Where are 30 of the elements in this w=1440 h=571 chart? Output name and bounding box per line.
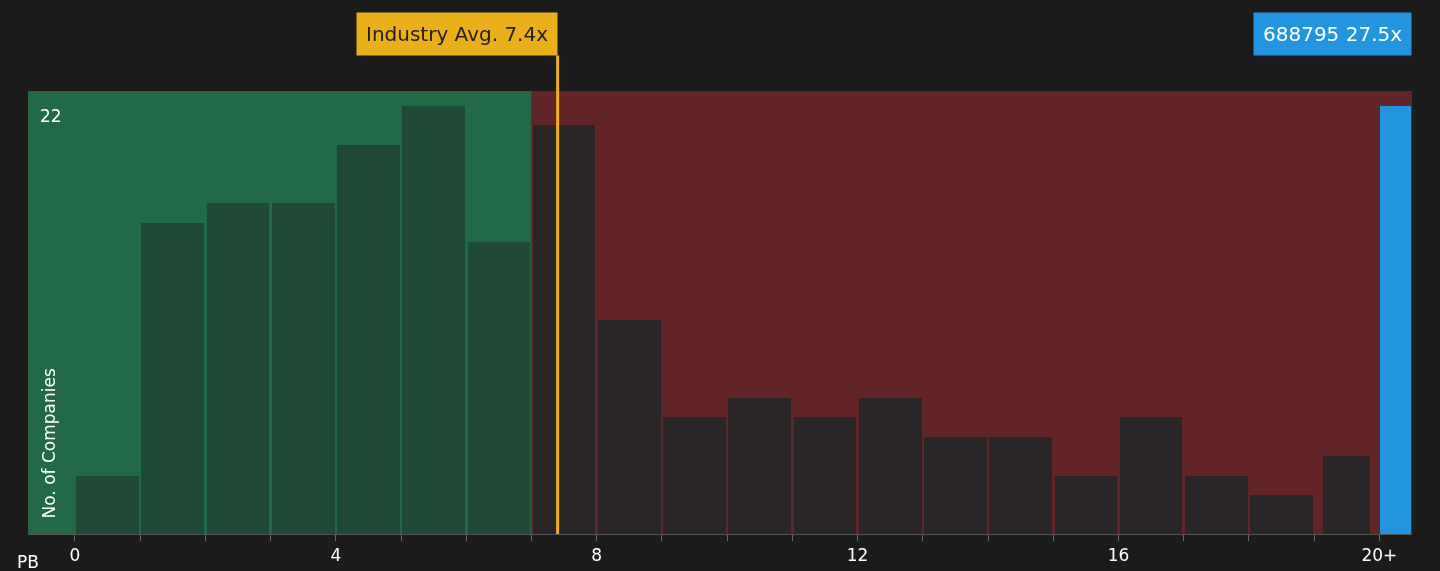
annotation: 22 — [40, 106, 62, 126]
bar — [1250, 495, 1313, 534]
bar — [663, 417, 726, 534]
bar — [532, 125, 596, 534]
bar — [1119, 417, 1183, 534]
x-tick-label: 8 — [591, 545, 603, 566]
bar — [402, 105, 465, 534]
bar — [1185, 475, 1248, 534]
bar — [206, 203, 270, 534]
bar — [989, 436, 1052, 534]
bar — [728, 397, 792, 534]
text: 688795 27.5x — [1263, 22, 1403, 46]
bar — [467, 242, 531, 534]
x-tick-label: 12 — [846, 545, 869, 566]
x-tick-label: 20+ — [1361, 545, 1398, 566]
ref-line-label: Industry Avg. 7.4x — [366, 22, 549, 46]
y-axis-title: No. of Companies — [39, 368, 60, 519]
bar — [271, 203, 335, 534]
bar — [337, 144, 400, 534]
x-tick-label: 16 — [1107, 545, 1130, 566]
bar — [1054, 475, 1118, 534]
bar — [598, 319, 661, 534]
x-axis-title: PB — [17, 552, 39, 571]
bar — [793, 417, 857, 534]
bar — [924, 436, 987, 534]
bar — [76, 475, 139, 534]
x-tick-label: 4 — [330, 545, 342, 566]
x-tick-label: 0 — [69, 545, 81, 566]
bar — [858, 397, 922, 534]
bar — [141, 222, 205, 534]
